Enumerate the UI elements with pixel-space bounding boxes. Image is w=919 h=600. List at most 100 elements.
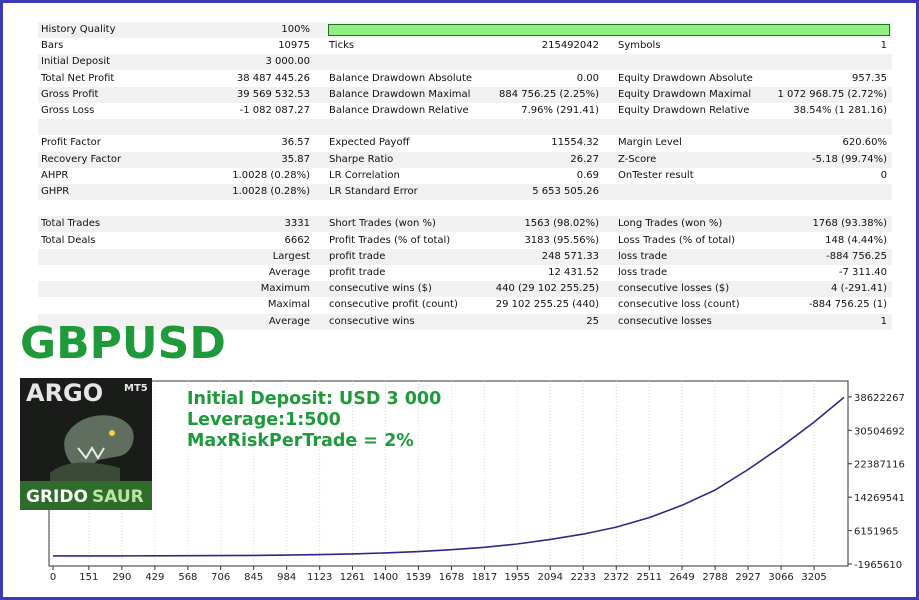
x-tick-label: 2927 bbox=[735, 572, 760, 583]
row-value-2: 884 756.25 (2.25%) bbox=[498, 88, 599, 100]
row-label-3: consecutive losses bbox=[618, 315, 712, 327]
report-row: Largest profit trade 248 571.33 loss trade -… bbox=[38, 248, 892, 265]
x-tick-label: 1123 bbox=[307, 572, 332, 583]
logo-mt5-text: MT5 bbox=[124, 383, 148, 394]
row-value-2: 11554.32 bbox=[551, 137, 599, 149]
row-label-2: LR Standard Error bbox=[329, 186, 418, 197]
row-value-3: -884 756.25 (1) bbox=[808, 299, 887, 311]
row-label-1: Total Net Profit bbox=[41, 72, 115, 84]
row-label-2: consecutive profit (count) bbox=[329, 299, 458, 311]
argo-gridosaur-logo: ARGO MT5 GRIDO SAUR bbox=[20, 378, 152, 510]
info-initial-deposit: Initial Deposit: USD 3 000 bbox=[187, 389, 442, 409]
row-value-3: -5.18 (99.74%) bbox=[812, 153, 887, 165]
row-label-1: Gross Loss bbox=[41, 105, 95, 116]
row-value-1: 39 569 532.53 bbox=[236, 88, 310, 100]
row-value-2: 7.96% (291.41) bbox=[521, 105, 599, 116]
x-tick-label: 2233 bbox=[571, 572, 596, 583]
row-value-1: Maximum bbox=[260, 283, 310, 295]
row-value-3: 0 bbox=[880, 169, 887, 181]
row-label-2: Short Trades (won %) bbox=[329, 218, 436, 230]
row-value-1: Average bbox=[268, 315, 310, 327]
report-row: Average profit trade 12 431.52 loss trade -7… bbox=[38, 265, 892, 281]
row-label-2: consecutive wins bbox=[329, 315, 415, 327]
row-value-1: Largest bbox=[272, 250, 310, 262]
row-label-3: Margin Level bbox=[618, 137, 682, 149]
row-value-1: 1.0028 (0.28%) bbox=[232, 169, 310, 181]
row-value-1: 100% bbox=[281, 24, 310, 35]
report-row: Total Deals 6662 Profit Trades (% of total… bbox=[38, 233, 892, 249]
history-quality-bar bbox=[328, 24, 890, 36]
row-value-1: 1.0028 (0.28%) bbox=[232, 186, 310, 197]
y-tick-label: -1965610 bbox=[854, 560, 902, 571]
row-value-2: 5 653 505.26 bbox=[532, 186, 599, 197]
report-row: Gross Profit 39 569 532.53 Balance Drawdow… bbox=[38, 86, 892, 103]
report-row bbox=[38, 119, 892, 136]
row-label-1: Recovery Factor bbox=[41, 153, 122, 165]
row-value-1: Maximal bbox=[267, 299, 310, 311]
row-label-1: Total Deals bbox=[41, 234, 96, 246]
row-label-3: Equity Drawdown Maximal bbox=[618, 88, 752, 100]
x-tick-label: 845 bbox=[244, 572, 263, 583]
x-tick-label: 1400 bbox=[373, 572, 398, 583]
row-label-2: LR Correlation bbox=[329, 169, 400, 181]
row-label-2: Profit Trades (% of total) bbox=[329, 234, 451, 246]
row-value-1: 35.87 bbox=[281, 153, 310, 165]
y-tick-label: 22387116 bbox=[854, 460, 905, 471]
x-tick-label: 2511 bbox=[637, 572, 662, 583]
currency-pair-title: GBPUSD bbox=[20, 318, 226, 369]
row-label-3: Equity Drawdown Absolute bbox=[618, 72, 753, 84]
settings-info: Initial Deposit: USD 3 000 Leverage:1:50… bbox=[187, 389, 441, 452]
report-row: Maximal consecutive profit (count) 29 102 … bbox=[38, 297, 892, 313]
row-label-3: Equity Drawdown Relative bbox=[618, 105, 750, 116]
row-value-1: 3 000.00 bbox=[265, 56, 310, 68]
x-tick-label: 1539 bbox=[406, 572, 431, 583]
chart-plot-area bbox=[48, 380, 849, 567]
row-value-2: 1563 (98.02%) bbox=[524, 218, 599, 230]
logo-grido-text: GRIDO bbox=[26, 487, 88, 507]
row-value-2: 26.27 bbox=[570, 153, 599, 165]
row-value-2: 0.00 bbox=[576, 72, 599, 84]
row-value-3: 1 bbox=[880, 315, 887, 327]
report-row: Bars 10975 Ticks 215492042 Symbols 1 bbox=[38, 38, 892, 54]
row-value-3: 1 072 968.75 (2.72%) bbox=[777, 88, 887, 100]
row-value-2: 215492042 bbox=[541, 40, 599, 52]
row-label-1: Gross Profit bbox=[41, 88, 99, 100]
row-value-2: 29 102 255.25 (440) bbox=[495, 299, 599, 311]
row-value-2: 3183 (95.56%) bbox=[524, 234, 599, 246]
x-tick-label: 568 bbox=[178, 572, 197, 583]
x-tick-label: 1817 bbox=[472, 572, 497, 583]
x-tick-label: 0 bbox=[50, 572, 56, 583]
y-tick-label: 14269541 bbox=[854, 493, 905, 504]
report-row: Total Trades 3331 Short Trades (won %) 1563… bbox=[38, 216, 892, 233]
report-row: AHPR 1.0028 (0.28%) LR Correlation 0.69 OnTe… bbox=[38, 168, 892, 184]
row-value-3: 620.60% bbox=[842, 137, 888, 149]
x-tick-label: 290 bbox=[112, 572, 131, 583]
y-tick-label: 38622267 bbox=[854, 393, 905, 404]
y-tick-label: 6151965 bbox=[854, 527, 899, 538]
x-tick-label: 2788 bbox=[702, 572, 727, 583]
row-value-3: 957.35 bbox=[852, 72, 887, 84]
row-value-2: 440 (29 102 255.25) bbox=[495, 283, 599, 295]
x-tick-label: 429 bbox=[145, 572, 164, 583]
report-row: Maximum consecutive wins ($) 440 (29 102 2… bbox=[38, 281, 892, 298]
row-label-3: Loss Trades (% of total) bbox=[618, 234, 736, 246]
row-value-3: -7 311.40 bbox=[838, 267, 887, 278]
report-row: Gross Loss -1 082 087.27 Balance Drawdown … bbox=[38, 103, 892, 119]
row-value-2: 25 bbox=[586, 315, 599, 327]
row-value-1: 10975 bbox=[278, 40, 310, 52]
report-row: Average consecutive wins 25 consecutive los… bbox=[38, 313, 892, 330]
row-label-3: consecutive loss (count) bbox=[618, 299, 740, 311]
logo-saur-text: SAUR bbox=[92, 487, 144, 507]
row-value-3: 148 (4.44%) bbox=[825, 234, 887, 246]
row-value-1: 3331 bbox=[284, 218, 310, 230]
balance-line bbox=[53, 396, 845, 557]
row-label-1: AHPR bbox=[41, 169, 69, 181]
row-label-2: consecutive wins ($) bbox=[329, 283, 432, 295]
row-value-3: 4 (-291.41) bbox=[831, 283, 887, 295]
row-value-3: -884 756.25 bbox=[826, 250, 887, 262]
info-max-risk: MaxRiskPerTrade = 2% bbox=[187, 431, 414, 451]
x-tick-label: 1678 bbox=[439, 572, 464, 583]
row-label-3: loss trade bbox=[618, 267, 668, 278]
x-tick-label: 151 bbox=[79, 572, 98, 583]
